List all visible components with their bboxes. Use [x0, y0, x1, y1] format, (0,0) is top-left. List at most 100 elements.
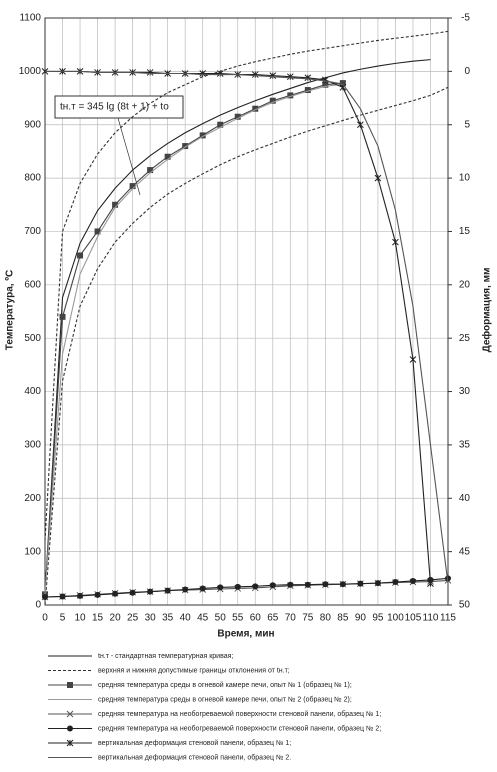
x-tick-label: 10: [74, 613, 86, 624]
x-tick-label: 85: [337, 613, 349, 624]
y2-tick-label: 15: [459, 226, 471, 237]
y-tick-label: 400: [24, 386, 41, 397]
y2-tick-label: 45: [459, 546, 471, 557]
x-tick-label: 95: [372, 613, 384, 624]
point: [217, 584, 224, 591]
legend-text: tн.т - стандартная температурная кривая;: [98, 653, 233, 660]
point: [374, 174, 382, 182]
x-tick-label: 70: [285, 613, 297, 624]
y-tick-label: 500: [24, 333, 41, 344]
y2-tick-label: 25: [459, 333, 471, 344]
x-tick-label: 5: [60, 613, 66, 624]
x-tick-label: 80: [320, 613, 332, 624]
legend-marker: [66, 739, 74, 747]
point: [147, 167, 154, 174]
x-tick-label: 90: [355, 613, 367, 624]
y-tick-label: 1000: [19, 66, 42, 77]
point: [94, 591, 101, 598]
legend-text: верхняя и нижняя допустимые границы откл…: [98, 667, 290, 674]
annotation: tн.т = 345 lg (8t + 1) + tо: [60, 102, 169, 113]
point: [304, 74, 312, 82]
x-axis-title: Время, мин: [217, 629, 274, 640]
point: [269, 582, 276, 589]
legend-text: средняя температура на необогреваемой по…: [98, 710, 381, 718]
point: [409, 577, 416, 584]
plot-frame: [44, 17, 449, 606]
point: [112, 590, 119, 597]
point: [287, 581, 294, 588]
legend-marker: [67, 682, 73, 688]
y2-tick-label: 5: [464, 119, 470, 130]
y-axis-title: Температура, ºС: [5, 270, 16, 350]
point: [321, 76, 329, 84]
x-tick-label: 30: [145, 613, 157, 624]
point: [269, 72, 277, 79]
series-line: [44, 59, 431, 595]
x-tick-label: 0: [42, 613, 48, 624]
y-tick-label: 800: [24, 173, 41, 184]
point: [287, 92, 294, 99]
point: [304, 581, 311, 588]
point: [286, 73, 294, 81]
point: [304, 87, 311, 94]
series-line: [44, 86, 449, 606]
point: [322, 581, 329, 588]
point: [252, 583, 259, 590]
y-tick-label: 600: [24, 279, 41, 290]
legend-text: вертикальная деформация стеновой панели,…: [98, 739, 291, 747]
point: [339, 80, 346, 87]
point: [234, 113, 241, 120]
y2-tick-label: 40: [459, 493, 471, 504]
y2-tick-label: 10: [459, 173, 471, 184]
point: [322, 81, 329, 88]
point: [234, 583, 241, 590]
x-tick-label: 25: [127, 613, 139, 624]
y2-tick-label: 50: [459, 600, 471, 611]
x-tick-label: 35: [162, 613, 174, 624]
y2-tick-label: 30: [459, 386, 471, 397]
point: [216, 70, 224, 77]
point: [199, 70, 207, 77]
y2-tick-label: 20: [459, 279, 471, 290]
point: [199, 132, 206, 139]
y-tick-label: 700: [24, 226, 41, 237]
y2-tick-label: 0: [464, 66, 470, 77]
point: [357, 121, 364, 129]
point: [129, 589, 136, 596]
point: [77, 592, 84, 599]
point: [59, 313, 66, 320]
x-tick-label: 40: [180, 613, 192, 624]
x-tick-label: 55: [232, 613, 244, 624]
y-tick-label: 900: [24, 119, 41, 130]
x-tick-label: 15: [92, 613, 104, 624]
legend-text: средняя температура на необогреваемой по…: [98, 724, 381, 732]
point: [445, 575, 451, 582]
series-line: [44, 83, 343, 595]
point: [129, 183, 136, 190]
point: [392, 238, 399, 246]
x-tick-label: 115: [440, 613, 456, 624]
x-tick-label: 50: [215, 613, 227, 624]
y2-tick-label: -5: [461, 13, 470, 24]
point: [42, 593, 48, 600]
point: [374, 580, 381, 587]
legend-marker: [67, 725, 73, 732]
point: [147, 588, 154, 595]
x-tick-label: 20: [110, 613, 122, 624]
legend-text: вертикальная деформация стеновой панели,…: [98, 753, 291, 761]
point: [112, 201, 119, 208]
y-tick-label: 200: [24, 493, 41, 504]
point: [59, 593, 66, 600]
point: [199, 585, 206, 592]
point: [94, 228, 101, 235]
point: [217, 121, 224, 128]
point: [146, 69, 154, 76]
x-tick-label: 60: [250, 613, 262, 624]
point: [392, 579, 399, 586]
point: [427, 580, 434, 588]
point: [339, 84, 347, 91]
point: [357, 580, 364, 587]
point: [252, 105, 259, 112]
